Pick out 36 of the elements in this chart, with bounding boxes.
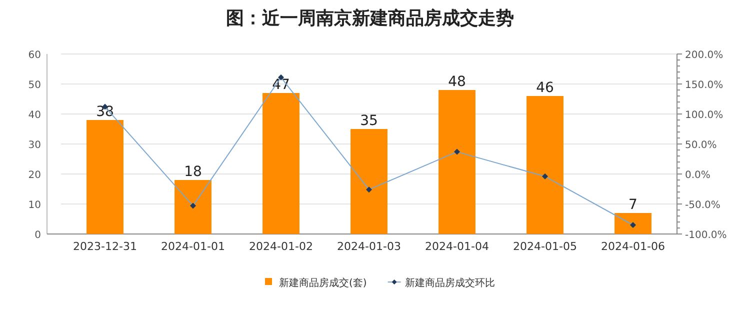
chart-title: 图：近一周南京新建商品房成交走势 — [226, 8, 514, 29]
data-label: 48 — [448, 74, 466, 90]
bar — [174, 180, 212, 234]
x-tick-label: 2024-01-05 — [513, 240, 577, 253]
y-tick-label: 60 — [28, 50, 41, 61]
y2-tick-label: -50.0% — [685, 200, 720, 211]
bar — [614, 213, 652, 234]
data-label: 46 — [536, 80, 554, 96]
y2-tick-label: 100.0% — [685, 110, 724, 121]
bar — [86, 120, 124, 234]
data-label: 35 — [360, 113, 378, 129]
x-tick-label: 2023-12-31 — [73, 240, 137, 253]
y2-tick-label: -100.0% — [685, 230, 727, 241]
bar — [350, 129, 388, 234]
data-label: 7 — [628, 197, 638, 213]
x-tick-label: 2024-01-06 — [601, 240, 665, 253]
bar — [526, 96, 564, 234]
y-tick-label: 40 — [28, 110, 41, 121]
y-tick-label: 20 — [28, 170, 41, 181]
bar — [438, 90, 476, 234]
y2-tick-label: 200.0% — [685, 50, 724, 61]
y2-tick-label: 150.0% — [685, 80, 724, 91]
data-label: 18 — [184, 164, 202, 180]
y2-tick-label: 50.0% — [685, 140, 717, 151]
y-tick-label: 50 — [28, 80, 41, 91]
x-tick-label: 2024-01-02 — [249, 240, 313, 253]
legend-label: 新建商品房成交环比 — [404, 277, 495, 289]
legend-label: 新建商品房成交(套) — [279, 277, 367, 289]
x-tick-label: 2024-01-04 — [425, 240, 489, 253]
y-tick-label: 10 — [28, 200, 41, 211]
y-tick-label: 30 — [28, 140, 41, 151]
y2-tick-label: 0.0% — [685, 170, 710, 181]
x-tick-label: 2024-01-03 — [337, 240, 401, 253]
x-tick-label: 2024-01-01 — [161, 240, 225, 253]
bar — [262, 93, 300, 234]
y-tick-label: 0 — [34, 230, 41, 241]
